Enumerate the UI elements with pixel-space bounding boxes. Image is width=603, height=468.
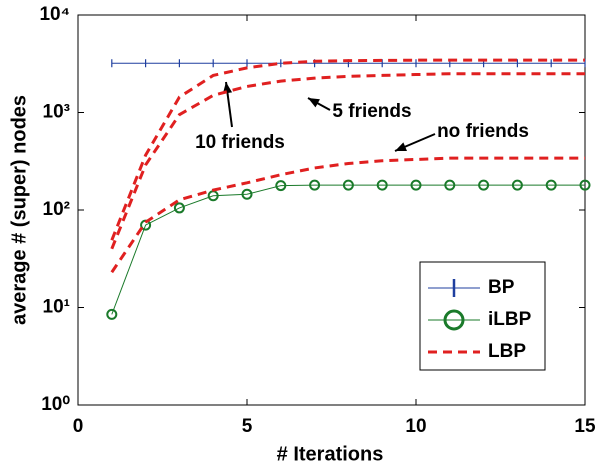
legend-marker [443, 309, 465, 331]
annotation: 5 friends [332, 101, 411, 122]
annotation: no friends [437, 121, 529, 142]
annotation-arrowhead [395, 142, 407, 151]
y-axis-label: average # (super) nodes [8, 95, 30, 325]
y-tick-label: 10³ [43, 102, 70, 123]
legend-label: BP [488, 277, 515, 298]
ilbp-line [111, 184, 585, 315]
lbp-line [110, 58, 585, 241]
x-tick-label: 15 [574, 416, 596, 437]
ilbp-marker [241, 188, 253, 200]
ilbp-marker [511, 179, 523, 191]
ilbp-marker [309, 179, 321, 191]
ilbp-marker [444, 179, 456, 191]
x-tick-label: 10 [405, 416, 426, 437]
x-tick-label: 0 [73, 416, 84, 437]
ilbp-marker [545, 179, 557, 191]
ilbp-marker [410, 179, 422, 191]
ilbp-marker [376, 179, 388, 191]
legend-box [419, 261, 546, 371]
legend-label: LBP [488, 341, 526, 362]
y-tick-label: 10⁴ [39, 4, 70, 25]
y-tick-label: 10² [43, 199, 70, 220]
ilbp-marker [106, 308, 118, 320]
x-tick-label: 5 [242, 416, 253, 437]
legend-label: iLBP [488, 309, 532, 330]
annotation-arrowhead [308, 98, 320, 108]
ilbp-marker [478, 179, 490, 191]
x-axis-label: # Iterations [277, 443, 384, 465]
annotation: 10 friends [195, 132, 285, 153]
ilbp-marker [173, 202, 185, 214]
ilbp-marker [275, 180, 287, 192]
y-tick-label: 10⁰ [41, 394, 70, 415]
ilbp-marker [342, 179, 354, 191]
y-tick-label: 10¹ [43, 297, 70, 318]
ilbp-marker [579, 179, 591, 191]
lbp-line [110, 156, 585, 274]
lbp-line [110, 72, 585, 250]
